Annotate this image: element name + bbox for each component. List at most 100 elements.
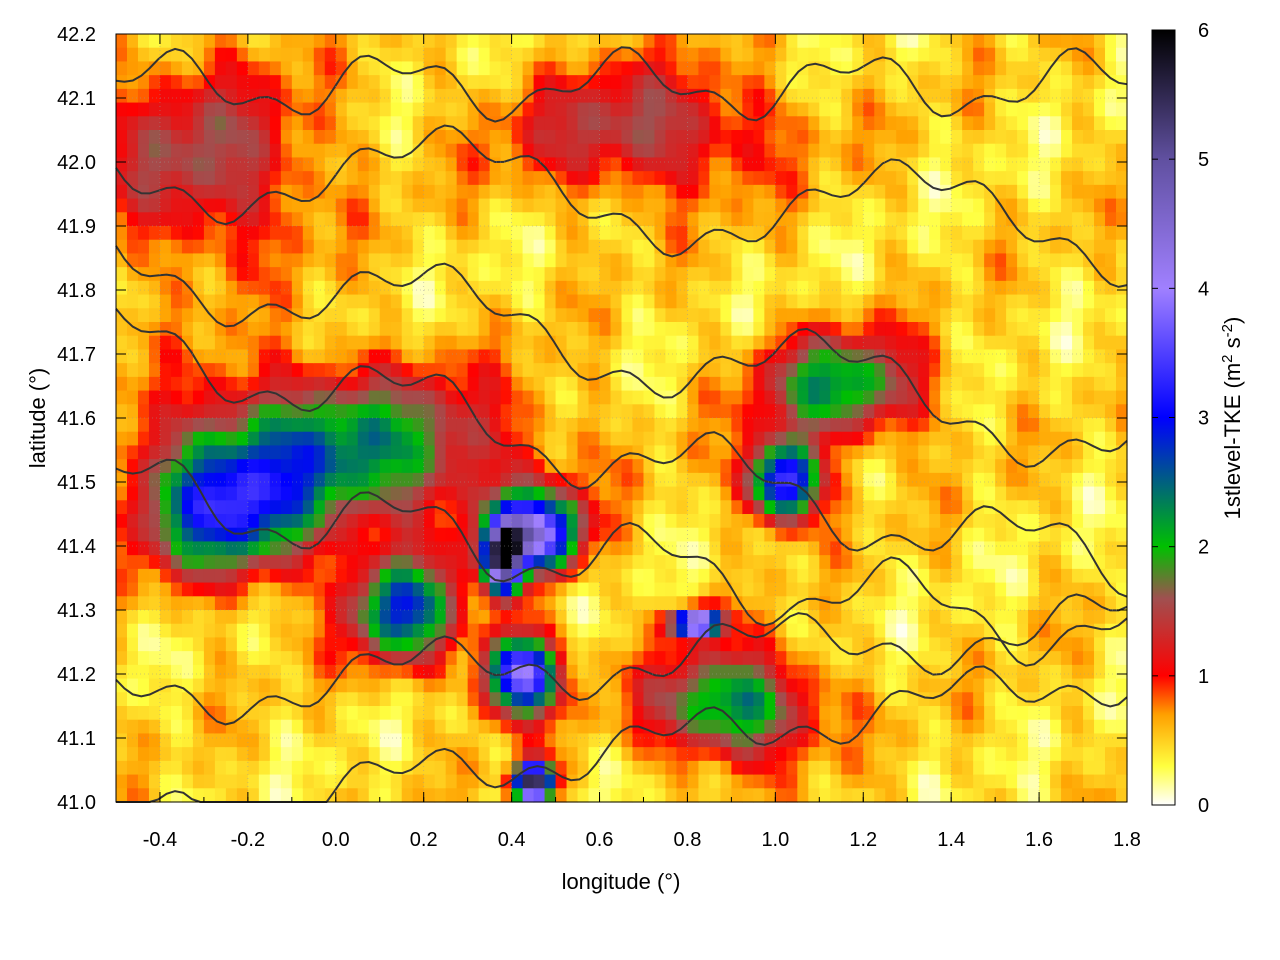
heatmap-cell xyxy=(973,774,985,789)
heatmap-cell xyxy=(489,486,502,501)
heatmap-cell xyxy=(698,445,711,460)
heatmap-cell xyxy=(577,418,590,433)
heatmap-cell xyxy=(291,678,304,693)
heatmap-cell xyxy=(401,75,414,90)
heatmap-cell xyxy=(489,253,502,268)
heatmap-cell xyxy=(786,253,798,268)
heatmap-cell xyxy=(852,294,864,309)
heatmap-cell xyxy=(181,514,194,529)
heatmap-cell xyxy=(720,61,732,76)
heatmap-cell xyxy=(324,774,337,789)
heatmap-cell xyxy=(1094,157,1106,172)
heatmap-cell xyxy=(522,719,535,735)
heatmap-cell xyxy=(192,363,205,378)
heatmap-cell xyxy=(412,61,425,76)
heatmap-cell xyxy=(566,130,579,145)
heatmap-cell xyxy=(280,198,293,213)
heatmap-cell xyxy=(390,390,403,405)
heatmap-cell xyxy=(973,171,985,186)
heatmap-cell xyxy=(1039,239,1051,255)
heatmap-cell xyxy=(346,706,359,721)
heatmap-cell xyxy=(170,555,183,570)
heatmap-cell xyxy=(1061,486,1073,501)
heatmap-cell xyxy=(599,335,612,351)
heatmap-cell xyxy=(533,102,546,117)
heatmap-cell xyxy=(225,226,238,241)
heatmap-cell xyxy=(236,719,249,735)
heatmap-cell xyxy=(907,445,919,460)
heatmap-cell xyxy=(654,541,667,556)
heatmap-cell xyxy=(192,143,205,159)
heatmap-cell xyxy=(841,184,853,200)
heatmap-cell xyxy=(247,692,260,707)
heatmap-cell xyxy=(522,404,535,419)
heatmap-cell xyxy=(489,445,502,460)
heatmap-cell xyxy=(995,459,1007,474)
heatmap-cell xyxy=(698,733,711,748)
heatmap-cell xyxy=(709,376,721,392)
heatmap-cell xyxy=(148,349,161,364)
heatmap-cell xyxy=(1050,198,1062,213)
heatmap-cell xyxy=(731,267,743,282)
heatmap-cell xyxy=(984,527,996,543)
heatmap-cell xyxy=(632,143,645,159)
heatmap-cell xyxy=(1050,719,1062,735)
heatmap-cell xyxy=(687,472,700,488)
heatmap-cell xyxy=(236,47,249,63)
heatmap-cell xyxy=(830,116,842,131)
heatmap-cell xyxy=(896,212,908,227)
heatmap-cell xyxy=(742,678,754,693)
heatmap-cell xyxy=(511,34,524,49)
heatmap-cell xyxy=(116,239,128,255)
heatmap-cell xyxy=(203,788,216,803)
heatmap-cell xyxy=(368,610,381,625)
heatmap-cell xyxy=(192,116,205,131)
heatmap-cell xyxy=(423,267,436,282)
heatmap-cell xyxy=(742,116,754,131)
heatmap-cell xyxy=(566,486,579,501)
heatmap-cell xyxy=(896,226,908,241)
heatmap-cell xyxy=(544,34,557,49)
heatmap-cell xyxy=(324,267,337,282)
heatmap-cell xyxy=(324,239,337,255)
heatmap-cell xyxy=(1006,500,1018,515)
heatmap-cell xyxy=(588,541,601,556)
heatmap-cell xyxy=(918,239,930,255)
heatmap-cell xyxy=(522,596,535,611)
heatmap-cell xyxy=(467,692,480,707)
heatmap-cell xyxy=(720,760,732,776)
heatmap-cell xyxy=(445,651,458,666)
heatmap-cell xyxy=(577,34,590,49)
heatmap-cell xyxy=(973,788,985,803)
heatmap-cell xyxy=(302,34,315,49)
heatmap-cell xyxy=(511,541,524,556)
heatmap-cell xyxy=(1039,198,1051,213)
heatmap-cell xyxy=(1083,459,1095,474)
heatmap-cell xyxy=(258,75,271,90)
heatmap-cell xyxy=(555,116,568,131)
heatmap-cell xyxy=(1083,541,1095,556)
heatmap-cell xyxy=(962,88,974,104)
heatmap-cell xyxy=(841,157,853,172)
heatmap-cell xyxy=(500,61,513,76)
heatmap-cell xyxy=(566,143,579,159)
heatmap-cell xyxy=(665,788,678,803)
heatmap-cell xyxy=(808,651,820,666)
heatmap-cell xyxy=(940,431,952,447)
heatmap-cell xyxy=(896,280,908,296)
heatmap-cell xyxy=(467,267,480,282)
heatmap-cell xyxy=(720,582,732,597)
heatmap-cell xyxy=(522,582,535,597)
heatmap-cell xyxy=(830,582,842,597)
heatmap-cell xyxy=(610,459,623,474)
heatmap-cell xyxy=(126,760,139,776)
heatmap-cell xyxy=(291,363,304,378)
heatmap-cell xyxy=(984,637,996,652)
heatmap-cell xyxy=(214,157,227,172)
heatmap-cell xyxy=(335,130,348,145)
heatmap-cell xyxy=(797,212,809,227)
heatmap-cell xyxy=(1028,198,1040,213)
heatmap-cell xyxy=(335,171,348,186)
heatmap-cell xyxy=(632,376,645,392)
heatmap-cell xyxy=(456,733,469,748)
